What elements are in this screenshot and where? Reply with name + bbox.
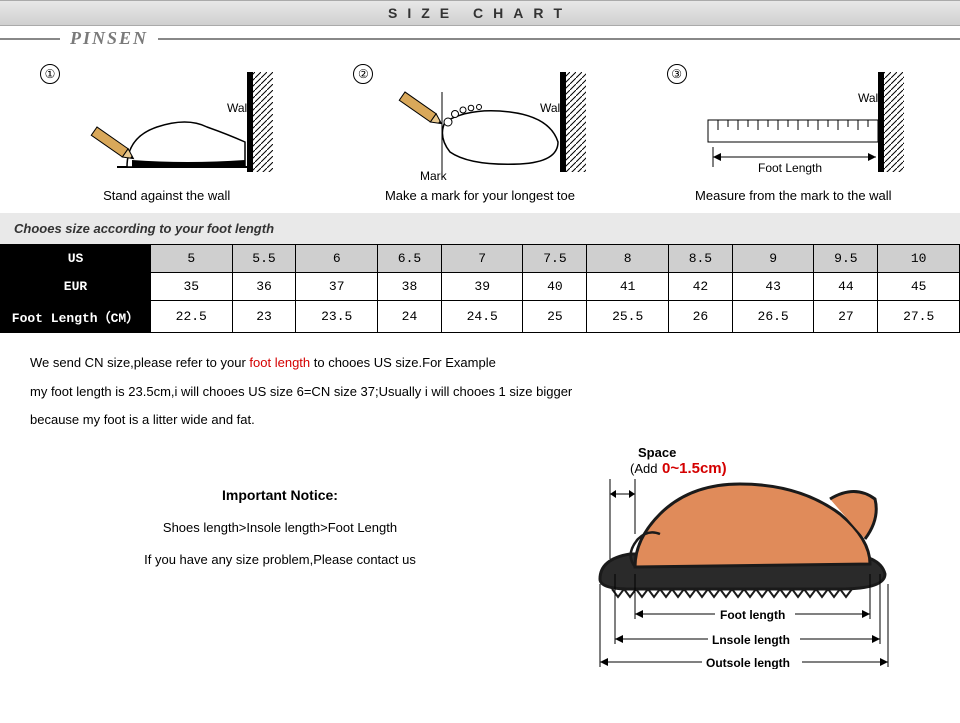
svg-text:Foot length: Foot length (720, 608, 785, 622)
step-3-number: ③ (667, 64, 687, 84)
size-cell: 41 (587, 273, 669, 301)
step-3-caption: Measure from the mark to the wall (637, 188, 950, 203)
bottom-row: Important Notice: Shoes length>Insole le… (0, 439, 960, 694)
size-cell: 22.5 (151, 301, 233, 333)
size-cell: 25.5 (587, 301, 669, 333)
row-label: US (1, 245, 151, 273)
page-title: SIZE CHART (0, 0, 960, 26)
note-post: to chooes US size.For Example (310, 355, 496, 370)
size-cell: 7 (441, 245, 523, 273)
svg-text:Wall: Wall (227, 101, 250, 115)
space-label: Space (638, 445, 676, 460)
svg-text:Lnsole length: Lnsole length (712, 633, 790, 647)
size-cell: 9.5 (814, 245, 878, 273)
size-cell: 6.5 (378, 245, 442, 273)
step-2-caption: Make a mark for your longest toe (323, 188, 636, 203)
size-cell: 24.5 (441, 301, 523, 333)
size-cell: 42 (668, 273, 732, 301)
size-cell: 23 (232, 301, 296, 333)
step-1-diagram: Wall (57, 72, 277, 182)
size-cell: 25 (523, 301, 587, 333)
svg-text:Foot Length: Foot Length (758, 161, 822, 175)
step-3: ③ Wall Foot Length Measure from (637, 72, 950, 203)
important-notice: Important Notice: Shoes length>Insole le… (20, 439, 540, 674)
size-cell: 44 (814, 273, 878, 301)
note-line2: my foot length is 23.5cm,i will chooes U… (30, 384, 572, 399)
choose-caption: Chooes size according to your foot lengt… (0, 213, 960, 244)
table-row: EUR3536373839404142434445 (1, 273, 960, 301)
size-table: US55.566.577.588.599.510EUR3536373839404… (0, 244, 960, 333)
size-cell: 37 (296, 273, 378, 301)
size-cell: 40 (523, 273, 587, 301)
important-title: Important Notice: (20, 479, 540, 513)
foot-diagram: Space (Add 0~1.5cm) Foot length Lnsole l… (540, 439, 940, 674)
size-cell: 39 (441, 273, 523, 301)
step-1: ① Wall Stand against the wall (10, 72, 323, 203)
step-2: ② Wall Mark Make a mark for your longest… (323, 72, 636, 203)
brand-label: PINSEN (60, 28, 158, 49)
size-cell: 5 (151, 245, 233, 273)
row-label: EUR (1, 273, 151, 301)
step-1-caption: Stand against the wall (10, 188, 323, 203)
size-cell: 5.5 (232, 245, 296, 273)
size-cell: 36 (232, 273, 296, 301)
size-cell: 26.5 (732, 301, 814, 333)
size-cell: 26 (668, 301, 732, 333)
size-cell: 38 (378, 273, 442, 301)
size-cell: 9 (732, 245, 814, 273)
svg-text:Wall: Wall (858, 91, 881, 105)
row-label: Foot Length（CM） (1, 301, 151, 333)
size-cell: 45 (878, 273, 960, 301)
note-line3: because my foot is a litter wide and fat… (30, 412, 255, 427)
size-cell: 7.5 (523, 245, 587, 273)
svg-text:Outsole length: Outsole length (706, 656, 790, 669)
size-cell: 6 (296, 245, 378, 273)
step-3-diagram: Wall Foot Length (663, 72, 923, 182)
svg-text:Wall: Wall (540, 101, 563, 115)
size-cell: 23.5 (296, 301, 378, 333)
size-cell: 27.5 (878, 301, 960, 333)
size-cell: 24 (378, 301, 442, 333)
foot-diagram-svg: Space (Add 0~1.5cm) Foot length Lnsole l… (540, 439, 940, 669)
svg-text:Mark: Mark (420, 169, 448, 182)
note-pre: We send CN size,please refer to your (30, 355, 249, 370)
table-row: US55.566.577.588.599.510 (1, 245, 960, 273)
table-row: Foot Length（CM）22.52323.52424.52525.5262… (1, 301, 960, 333)
size-cell: 8 (587, 245, 669, 273)
step-2-diagram: Wall Mark (360, 72, 600, 182)
size-cell: 8.5 (668, 245, 732, 273)
svg-text:0~1.5cm): 0~1.5cm) (662, 460, 727, 477)
steps-row: ① Wall Stand against the wall ② Wall (0, 52, 960, 213)
svg-text:(Add: (Add (630, 461, 657, 476)
size-cell: 10 (878, 245, 960, 273)
size-cell: 43 (732, 273, 814, 301)
step-1-number: ① (40, 64, 60, 84)
note-highlight: foot length (249, 355, 310, 370)
size-cell: 35 (151, 273, 233, 301)
size-cell: 27 (814, 301, 878, 333)
important-line2: If you have any size problem,Please cont… (20, 544, 540, 575)
brand-row: PINSEN (0, 26, 960, 52)
note-text: We send CN size,please refer to your foo… (0, 333, 960, 439)
important-line1: Shoes length>Insole length>Foot Length (20, 512, 540, 543)
